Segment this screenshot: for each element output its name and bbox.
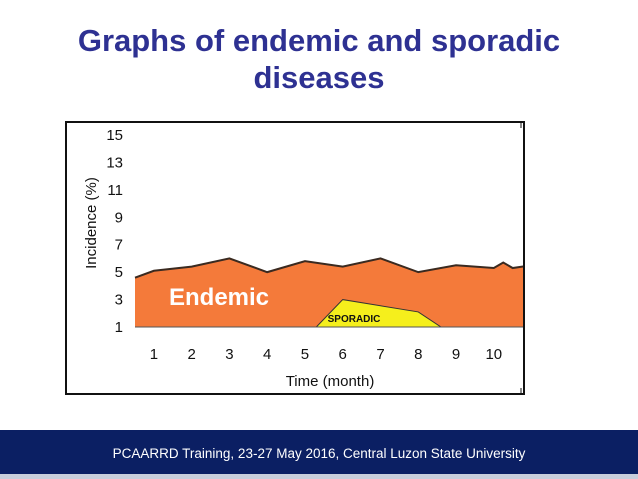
x-tick-label: 8	[414, 346, 422, 363]
slide-title-line-2: diseases	[253, 60, 385, 95]
x-tick-label: 5	[301, 346, 309, 363]
endemic-line	[134, 257, 523, 279]
x-tick-label: 6	[339, 346, 347, 363]
x-tick-label: 1	[150, 346, 158, 363]
x-tick-label: 3	[225, 346, 233, 363]
footer-bar	[0, 430, 638, 479]
series-label-endemic: Endemic	[169, 284, 269, 311]
y-tick-label: 9	[115, 209, 123, 226]
chart-frame: EndemicSPORADIC1357911131512345678910111…	[65, 121, 525, 395]
x-tick-label: 9	[452, 346, 460, 363]
footer-text: PCAARRD Training, 23-27 May 2016, Centra…	[112, 446, 526, 461]
y-tick-label: 15	[106, 127, 123, 144]
footer-strip	[0, 474, 638, 479]
y-tick-label: 13	[106, 154, 123, 171]
x-tick-label: 10	[485, 346, 502, 363]
series-label-sporadic: SPORADIC	[328, 314, 381, 325]
x-tick-label: 7	[376, 346, 384, 363]
x-tick-label: 2	[187, 346, 195, 363]
x-axis-label: Time (month)	[286, 373, 375, 390]
y-tick-label: 7	[115, 237, 123, 254]
y-tick-label: 11	[107, 182, 123, 199]
slide-title: Graphs of endemic and sporadic diseases	[0, 22, 638, 96]
y-tick-label: 5	[115, 264, 123, 281]
y-tick-label: 3	[115, 292, 123, 309]
slide-title-line-1: Graphs of endemic and sporadic	[77, 23, 561, 58]
y-tick-label: 1	[115, 319, 123, 336]
x-tick-label: 4	[263, 346, 271, 363]
endemic-area	[135, 258, 523, 327]
incidence-chart: EndemicSPORADIC1357911131512345678910111…	[83, 123, 523, 393]
y-axis-label: Incidence (%)	[83, 177, 100, 269]
